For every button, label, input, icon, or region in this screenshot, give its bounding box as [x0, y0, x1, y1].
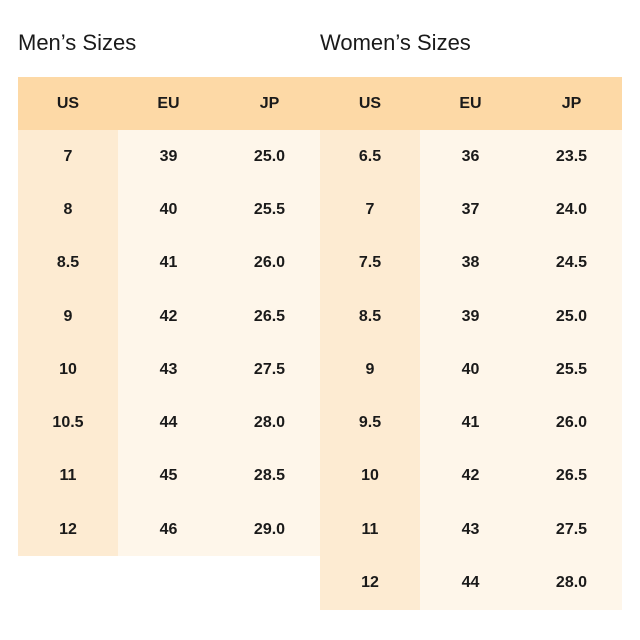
womens-us-size: 6.5 — [320, 130, 420, 184]
womens-jp-size: 26.5 — [521, 449, 622, 504]
mens-eu-size: 44 — [118, 396, 219, 450]
table-row: 8.5 39 25.0 — [320, 289, 622, 344]
womens-eu-size: 36 — [420, 130, 521, 184]
womens-sizes-title: Women’s Sizes — [320, 30, 471, 55]
womens-eu-size: 43 — [420, 503, 521, 557]
mens-jp-size: 26.0 — [219, 236, 320, 290]
table-row: 9.5 41 26.0 — [320, 396, 622, 450]
mens-us-size: 10.5 — [18, 396, 118, 450]
womens-jp-size: 25.0 — [521, 289, 622, 344]
womens-us-size: 12 — [320, 556, 420, 610]
womens-jp-size: 24.0 — [521, 183, 622, 237]
mens-header-jp: JP — [219, 77, 320, 130]
table-row: 10 42 26.5 — [320, 449, 622, 504]
mens-eu-size: 46 — [118, 503, 219, 557]
mens-jp-size: 29.0 — [219, 503, 320, 557]
table-row: 7 37 24.0 — [320, 183, 622, 237]
mens-jp-size: 25.0 — [219, 130, 320, 184]
womens-jp-size: 23.5 — [521, 130, 622, 184]
womens-jp-size: 26.0 — [521, 396, 622, 450]
womens-us-size: 9.5 — [320, 396, 420, 450]
womens-jp-size: 27.5 — [521, 503, 622, 557]
womens-eu-size: 44 — [420, 556, 521, 610]
mens-jp-size: 28.0 — [219, 396, 320, 450]
mens-eu-size: 40 — [118, 183, 219, 237]
mens-eu-size: 42 — [118, 289, 219, 344]
table-row: 11 45 28.5 — [18, 449, 320, 504]
table-row: 11 43 27.5 — [320, 503, 622, 557]
table-row: 7.5 38 24.5 — [320, 236, 622, 290]
womens-header-jp: JP — [521, 77, 622, 130]
table-row: 8.5 41 26.0 — [18, 236, 320, 290]
table-row: 9 40 25.5 — [320, 343, 622, 397]
mens-eu-size: 45 — [118, 449, 219, 504]
mens-sizes-title: Men’s Sizes — [18, 30, 137, 55]
mens-size-table: US EU JP 7 39 25.0 8 40 25.5 8.5 41 26.0… — [18, 77, 320, 557]
womens-us-size: 9 — [320, 343, 420, 397]
womens-us-size: 7 — [320, 183, 420, 237]
mens-us-size: 12 — [18, 503, 118, 557]
mens-us-size: 7 — [18, 130, 118, 184]
womens-header-row: US EU JP — [320, 77, 622, 130]
table-row: 7 39 25.0 — [18, 130, 320, 184]
mens-header-us: US — [18, 77, 118, 130]
table-row: 10.5 44 28.0 — [18, 396, 320, 450]
womens-eu-size: 37 — [420, 183, 521, 237]
mens-jp-size: 26.5 — [219, 289, 320, 344]
womens-header-us: US — [320, 77, 420, 130]
womens-us-size: 10 — [320, 449, 420, 504]
womens-us-size: 7.5 — [320, 236, 420, 290]
mens-us-size: 10 — [18, 343, 118, 397]
table-row: 10 43 27.5 — [18, 343, 320, 397]
womens-eu-size: 39 — [420, 289, 521, 344]
womens-eu-size: 42 — [420, 449, 521, 504]
table-row: 12 44 28.0 — [320, 556, 622, 610]
mens-jp-size: 27.5 — [219, 343, 320, 397]
table-row: 8 40 25.5 — [18, 183, 320, 237]
table-row: 9 42 26.5 — [18, 289, 320, 344]
womens-us-size: 8.5 — [320, 289, 420, 344]
womens-us-size: 11 — [320, 503, 420, 557]
womens-size-table: US EU JP 6.5 36 23.5 7 37 24.0 7.5 38 24… — [320, 77, 622, 610]
mens-us-size: 8.5 — [18, 236, 118, 290]
mens-eu-size: 43 — [118, 343, 219, 397]
mens-us-size: 11 — [18, 449, 118, 504]
table-row: 6.5 36 23.5 — [320, 130, 622, 184]
womens-jp-size: 28.0 — [521, 556, 622, 610]
mens-eu-size: 39 — [118, 130, 219, 184]
womens-eu-size: 40 — [420, 343, 521, 397]
mens-jp-size: 28.5 — [219, 449, 320, 504]
mens-header-row: US EU JP — [18, 77, 320, 130]
mens-header-eu: EU — [118, 77, 219, 130]
mens-us-size: 8 — [18, 183, 118, 237]
womens-header-eu: EU — [420, 77, 521, 130]
womens-eu-size: 41 — [420, 396, 521, 450]
mens-us-size: 9 — [18, 289, 118, 344]
womens-jp-size: 25.5 — [521, 343, 622, 397]
mens-eu-size: 41 — [118, 236, 219, 290]
mens-jp-size: 25.5 — [219, 183, 320, 237]
table-row: 12 46 29.0 — [18, 503, 320, 557]
womens-eu-size: 38 — [420, 236, 521, 290]
womens-jp-size: 24.5 — [521, 236, 622, 290]
